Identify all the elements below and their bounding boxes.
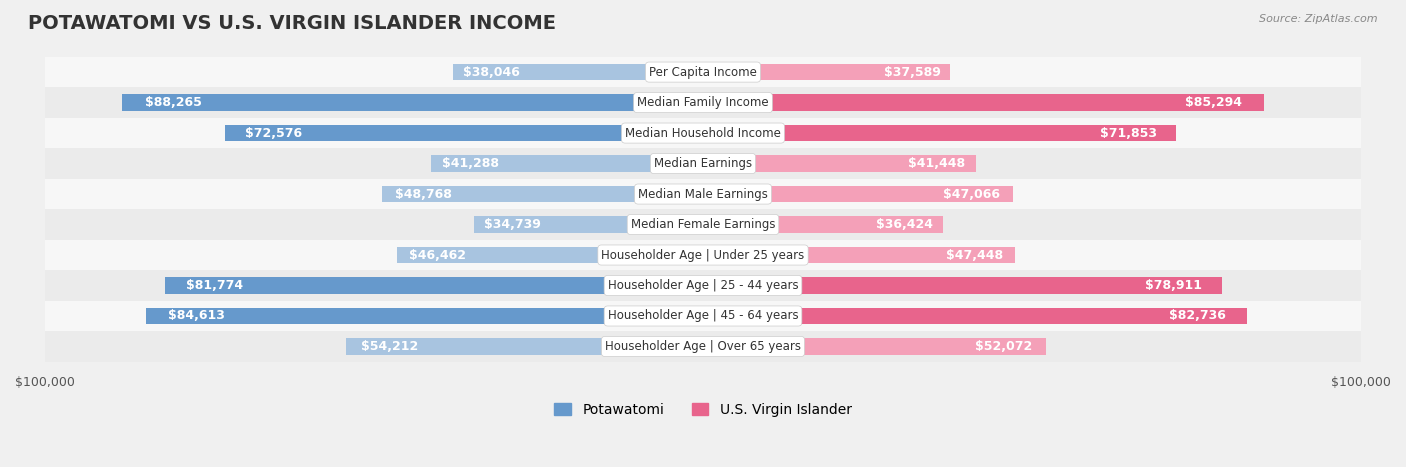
Text: Median Male Earnings: Median Male Earnings xyxy=(638,188,768,200)
Bar xyxy=(703,308,1247,325)
Text: $84,613: $84,613 xyxy=(169,310,225,323)
Text: Median Household Income: Median Household Income xyxy=(626,127,780,140)
Bar xyxy=(45,301,1361,331)
Bar xyxy=(703,94,1264,111)
Bar xyxy=(703,216,942,233)
Bar xyxy=(382,186,703,202)
Bar xyxy=(703,338,1046,355)
Text: $52,072: $52,072 xyxy=(974,340,1032,353)
Bar xyxy=(453,64,703,80)
Bar xyxy=(45,118,1361,149)
Bar xyxy=(703,247,1015,263)
Text: $85,294: $85,294 xyxy=(1185,96,1241,109)
Text: $47,448: $47,448 xyxy=(946,248,1002,262)
Text: Per Capita Income: Per Capita Income xyxy=(650,65,756,78)
Text: $54,212: $54,212 xyxy=(360,340,418,353)
Bar xyxy=(225,125,703,142)
Bar xyxy=(45,57,1361,87)
Bar xyxy=(45,331,1361,362)
Text: Source: ZipAtlas.com: Source: ZipAtlas.com xyxy=(1260,14,1378,24)
Text: $38,046: $38,046 xyxy=(463,65,520,78)
Bar xyxy=(703,277,1222,294)
Text: $81,774: $81,774 xyxy=(187,279,243,292)
Text: $34,739: $34,739 xyxy=(484,218,540,231)
Text: $82,736: $82,736 xyxy=(1168,310,1226,323)
Text: $48,768: $48,768 xyxy=(395,188,451,200)
Bar xyxy=(703,64,950,80)
Text: Householder Age | 25 - 44 years: Householder Age | 25 - 44 years xyxy=(607,279,799,292)
Text: Median Earnings: Median Earnings xyxy=(654,157,752,170)
Text: Median Female Earnings: Median Female Earnings xyxy=(631,218,775,231)
Bar xyxy=(398,247,703,263)
Text: Householder Age | Over 65 years: Householder Age | Over 65 years xyxy=(605,340,801,353)
Text: $46,462: $46,462 xyxy=(409,248,467,262)
Text: $71,853: $71,853 xyxy=(1099,127,1157,140)
Bar xyxy=(703,186,1012,202)
Text: POTAWATOMI VS U.S. VIRGIN ISLANDER INCOME: POTAWATOMI VS U.S. VIRGIN ISLANDER INCOM… xyxy=(28,14,557,33)
Legend: Potawatomi, U.S. Virgin Islander: Potawatomi, U.S. Virgin Islander xyxy=(548,397,858,422)
Text: $41,448: $41,448 xyxy=(908,157,965,170)
Text: Householder Age | Under 25 years: Householder Age | Under 25 years xyxy=(602,248,804,262)
Text: $88,265: $88,265 xyxy=(145,96,202,109)
Bar xyxy=(432,155,703,172)
Bar xyxy=(45,270,1361,301)
Text: Median Family Income: Median Family Income xyxy=(637,96,769,109)
Bar xyxy=(474,216,703,233)
Bar xyxy=(703,155,976,172)
Bar xyxy=(165,277,703,294)
Bar xyxy=(146,308,703,325)
Bar xyxy=(45,209,1361,240)
Bar xyxy=(346,338,703,355)
Text: $78,911: $78,911 xyxy=(1144,279,1202,292)
Bar xyxy=(122,94,703,111)
Text: $36,424: $36,424 xyxy=(876,218,934,231)
Text: Householder Age | 45 - 64 years: Householder Age | 45 - 64 years xyxy=(607,310,799,323)
Text: $72,576: $72,576 xyxy=(245,127,302,140)
Bar xyxy=(45,87,1361,118)
Text: $47,066: $47,066 xyxy=(943,188,1000,200)
Bar xyxy=(45,240,1361,270)
Bar xyxy=(45,179,1361,209)
Text: $41,288: $41,288 xyxy=(441,157,499,170)
Bar xyxy=(703,125,1175,142)
Bar xyxy=(45,149,1361,179)
Text: $37,589: $37,589 xyxy=(883,65,941,78)
